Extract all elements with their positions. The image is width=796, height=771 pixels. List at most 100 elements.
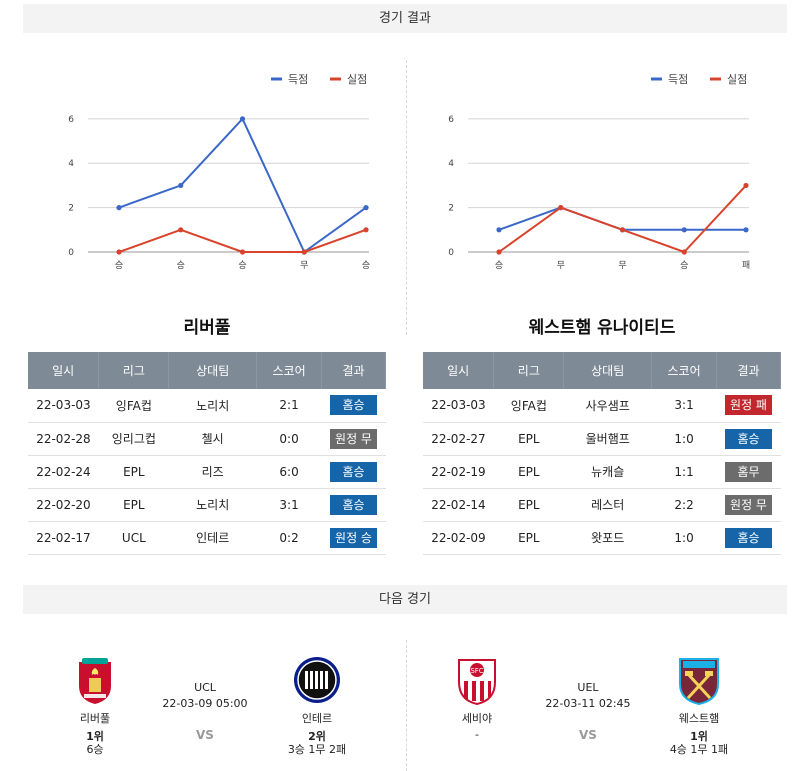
x-tick-label: 승 [177,260,185,271]
westham-logo-icon [679,658,719,706]
home-team-name: 세비야 [461,712,493,725]
x-tick-label: 승 [362,260,370,271]
legend-label-scored: 득점 [668,73,688,86]
team-title-liverpool: 리버풀 [183,318,231,338]
cell-league: UCL [98,521,169,555]
x-tick-label: 승 [680,260,688,271]
cell-league: EPL [493,455,564,489]
home-team-record: 6승 [86,743,104,756]
cell-result: 원정 승 [321,521,386,555]
column-header: 리그 [98,352,170,389]
data-point [743,182,749,189]
table-row: 22-02-20 EPL 노리치 3:1 홈승 [28,488,386,522]
match-league: UEL [577,681,599,694]
vs-label: VS [579,728,597,742]
cell-result: 홈승 [321,389,386,423]
away-team-rank: 1위 [690,730,708,743]
cell-opponent: 사우샘프 [563,389,652,423]
legend-label-conceded: 실점 [727,73,747,86]
x-tick-label: 승 [495,260,503,271]
cell-opponent: 인테르 [168,521,257,555]
away-team-record: 4승 1무 1패 [669,743,729,756]
data-point [363,227,369,233]
data-point [558,205,564,211]
data-point [619,227,626,233]
cell-league: 잉FA컵 [98,389,169,423]
cell-result: 홈승 [321,455,386,489]
cell-date: 22-03-03 [423,389,494,423]
away-team-name: 인테르 [301,712,333,725]
chart-legend: 득점 실점 [651,73,747,86]
cell-date: 22-02-17 [28,521,99,555]
chart-legend: 득점 실점 [271,73,367,86]
cell-score: 1:0 [651,422,717,456]
result-badge: 홈승 [725,527,772,548]
result-badge: 홈승 [725,428,772,449]
cell-opponent: 울버햄프 [563,422,652,456]
cell-result: 원정 패 [716,389,781,423]
match-datetime: 22-03-09 05:00 [162,697,248,710]
data-point [496,249,502,255]
legend-label-scored: 득점 [288,73,308,86]
results-section-title: 경기 결과 [23,4,787,33]
away-team-name: 웨스트햄 [678,712,720,725]
data-point [116,249,122,255]
cell-score: 0:0 [256,422,322,456]
away-team-rank: 2위 [308,730,326,743]
table-row: 22-02-19 EPL 뉴캐슬 1:1 홈무 [423,455,781,489]
result-badge: 원정 무 [330,428,377,449]
liverpool-logo-icon [79,658,111,704]
cell-score: 0:2 [256,521,322,555]
table-row: 22-02-27 EPL 울버햄프 1:0 홈승 [423,422,781,456]
cell-date: 22-02-14 [423,488,494,522]
cell-date: 22-02-19 [423,455,494,489]
result-badge: 홈승 [330,461,377,482]
column-header: 결과 [716,352,781,389]
cell-opponent: 왓포드 [563,521,652,555]
x-tick-label: 패 [742,260,750,271]
x-tick-label: 무 [557,260,565,271]
data-point [301,249,307,255]
cell-league: EPL [98,455,169,489]
result-badge: 원정 패 [725,395,772,416]
cell-league: EPL [493,422,564,456]
result-badge: 홈승 [330,395,377,416]
match-datetime: 22-03-11 02:45 [545,697,631,710]
column-header: 스코어 [256,352,322,389]
cell-result: 홈승 [716,422,781,456]
cell-date: 22-02-27 [423,422,494,456]
y-tick-label: 0 [448,248,454,258]
column-header: 상대팀 [168,352,258,389]
away-team-record: 3승 1무 2패 [287,743,347,756]
y-tick-label: 2 [68,204,74,214]
vs-label: VS [196,728,214,742]
team-title-westham: 웨스트햄 유나이티드 [528,318,676,338]
table-row: 22-02-09 EPL 왓포드 1:0 홈승 [423,521,781,555]
column-header: 결과 [321,352,386,389]
data-point [496,227,502,233]
y-tick-label: 6 [68,115,74,125]
divider [406,60,407,335]
cell-league: EPL [493,488,564,522]
table-row: 22-03-03 잉FA컵 사우샘프 3:1 원정 패 [423,389,781,423]
cell-score: 2:2 [651,488,717,522]
cell-score: 3:1 [651,389,717,423]
home-team-rank: 1위 [86,730,104,743]
table-row: 22-02-17 UCL 인테르 0:2 원정 승 [28,521,386,555]
cell-result: 홈무 [716,455,781,489]
data-point [681,227,687,233]
result-badge: 홈승 [330,494,377,515]
westham-chart: 득점 실점 0 2 4 6 승 무 무 승 패 [435,55,775,280]
cell-result: 원정 무 [321,422,386,456]
cell-opponent: 뉴캐슬 [563,455,652,489]
series-line-conceded [498,184,747,254]
table-row: 22-03-03 잉FA컵 노리치 2:1 홈승 [28,389,386,423]
y-tick-label: 4 [448,159,454,169]
data-point [239,249,246,255]
y-tick-label: 0 [68,248,74,258]
table-header-row: 일시 리그 상대팀 스코어 결과 [423,352,781,389]
x-tick-label: 승 [115,260,123,271]
cell-opponent: 레스터 [563,488,652,522]
cell-date: 22-02-28 [28,422,99,456]
next-match-2: SFC 세비야 - UEL 22-03-11 02:45 VS 웨스트햄 1위 … [406,638,796,771]
